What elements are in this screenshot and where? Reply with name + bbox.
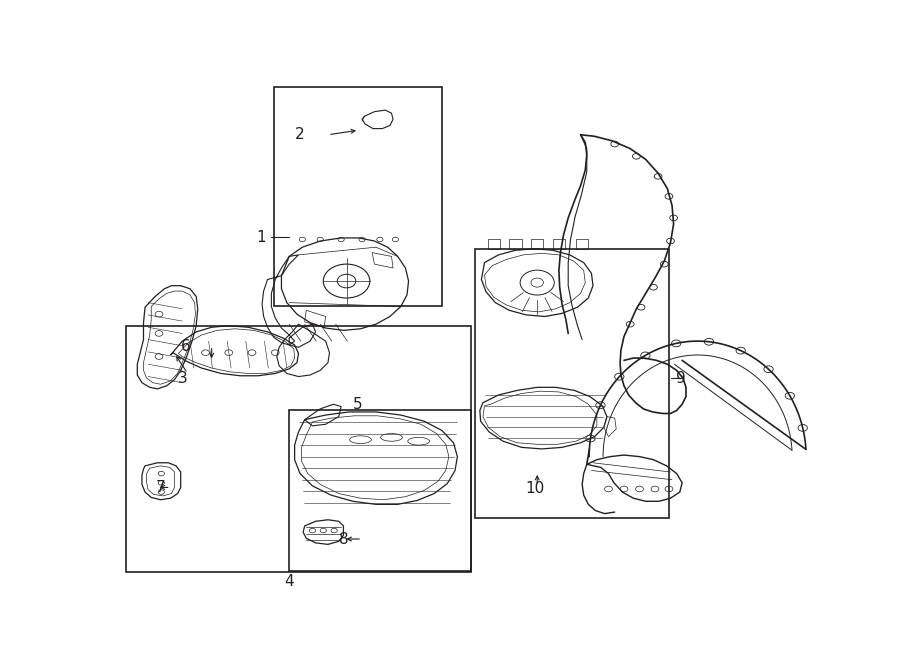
Text: 1: 1: [256, 229, 266, 245]
Text: 3: 3: [177, 371, 187, 385]
Text: 4: 4: [284, 574, 294, 589]
Bar: [289, 410, 471, 570]
Text: 8: 8: [338, 532, 348, 547]
Bar: [126, 326, 471, 572]
Text: 6: 6: [181, 339, 191, 354]
Text: 9: 9: [677, 371, 686, 385]
Text: 5: 5: [353, 397, 362, 412]
Text: 7: 7: [156, 480, 166, 495]
Text: 10: 10: [526, 481, 544, 496]
Bar: [475, 249, 669, 518]
Text: 2: 2: [295, 128, 305, 142]
Bar: [274, 87, 442, 307]
